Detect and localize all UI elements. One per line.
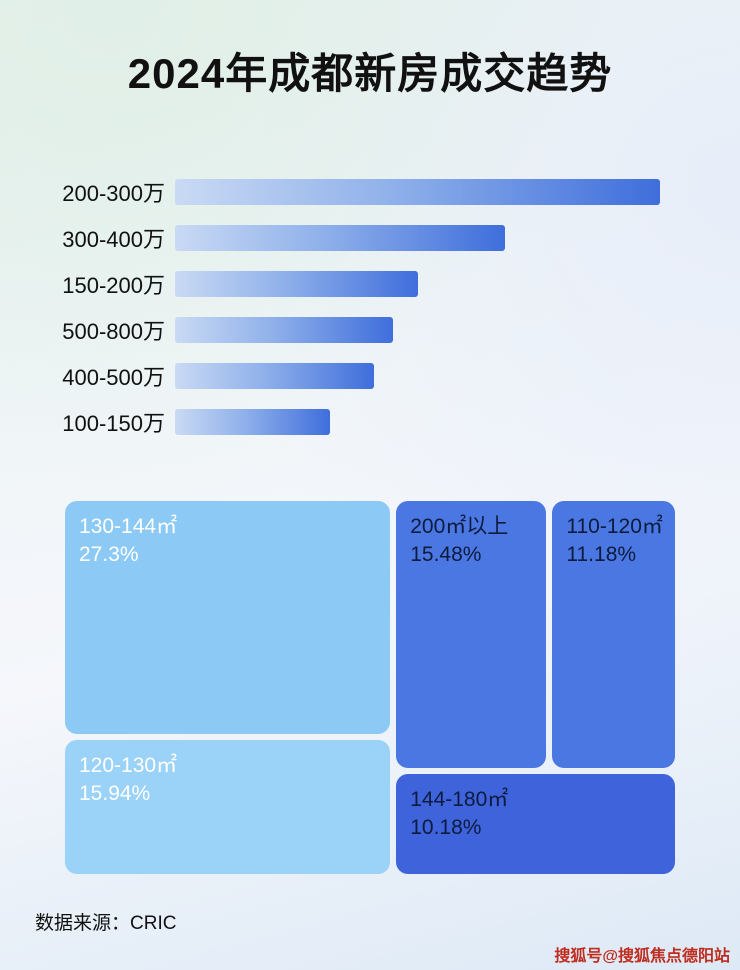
treemap-block: 110-120㎡ 11.18% xyxy=(552,501,675,769)
bar-category-label: 400-500万 xyxy=(62,365,165,390)
treemap-block: 120-130㎡ 15.94% xyxy=(65,740,391,874)
bar-track xyxy=(175,409,660,435)
treemap-block: 130-144㎡ 27.3% xyxy=(65,501,391,735)
bar-track xyxy=(175,179,660,205)
page-title: 2024年成都新房成交趋势 xyxy=(127,50,613,97)
bar-category-label: 500-800万 xyxy=(62,319,165,344)
bar xyxy=(175,317,394,343)
bar-track xyxy=(175,225,660,251)
treemap-block: 144-180㎡ 10.18% xyxy=(396,774,675,874)
data-source: 数据来源：CRIC xyxy=(35,913,177,934)
bar-row: 200-300万 xyxy=(45,179,660,206)
bar-category-label: 300-400万 xyxy=(62,227,165,252)
treemap-block: 200㎡以上 15.48% xyxy=(396,501,547,769)
treemap-area-label: 144-180㎡ xyxy=(410,788,509,812)
treemap-area-label: 200㎡以上 xyxy=(410,515,509,538)
bar-row: 400-500万 xyxy=(45,363,660,390)
treemap-percent-value: 27.3% xyxy=(79,543,139,567)
bar xyxy=(175,179,660,205)
bar-track xyxy=(175,317,660,343)
treemap-area-label: 130-144㎡ xyxy=(79,515,178,538)
bar-row: 300-400万 xyxy=(45,225,660,252)
treemap-percent-value: 15.94% xyxy=(79,782,151,806)
bar-category-label: 200-300万 xyxy=(62,181,165,206)
area-range-treemap: 130-144㎡ 27.3% 120-130㎡ 15.94% 200㎡以上 15.48% 1… xyxy=(65,501,675,874)
treemap-area-label: 120-130㎡ xyxy=(79,754,178,778)
watermark: 搜狐号@搜狐焦点德阳站 xyxy=(554,948,730,965)
price-range-bar-chart: 200-300万 300-400万 150-200万 500-800万 400-500万… xyxy=(0,179,740,436)
treemap-percent-value: 11.18% xyxy=(566,543,637,567)
bar-row: 100-150万 xyxy=(45,409,660,436)
bar-row: 500-800万 xyxy=(45,317,660,344)
bar xyxy=(175,271,418,297)
treemap-percent-value: 15.48% xyxy=(410,543,482,567)
treemap-percent-value: 10.18% xyxy=(410,816,482,840)
bar xyxy=(175,363,374,389)
treemap-area-label: 110-120㎡ xyxy=(566,515,663,538)
bar-track xyxy=(175,363,660,389)
bar-category-label: 150-200万 xyxy=(62,273,165,298)
bar-row: 150-200万 xyxy=(45,271,660,298)
bar-category-label: 100-150万 xyxy=(62,411,165,436)
bar xyxy=(175,225,505,251)
bar-track xyxy=(175,271,660,297)
bar xyxy=(175,409,331,435)
